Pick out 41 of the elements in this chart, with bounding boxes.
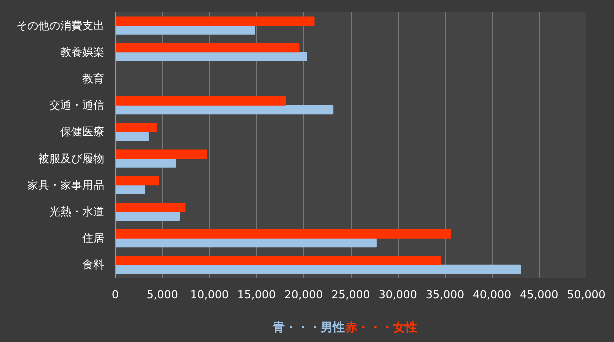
x-tick-label: 35,000 bbox=[426, 288, 464, 302]
bar bbox=[116, 264, 522, 274]
y-tick-label: その他の消費支出 bbox=[16, 19, 104, 32]
bar bbox=[116, 256, 441, 266]
bar bbox=[116, 230, 452, 239]
y-tick-label: 食料 bbox=[82, 258, 104, 272]
bar bbox=[116, 52, 308, 62]
y-tick-label: 教育 bbox=[82, 72, 104, 86]
bar bbox=[116, 43, 300, 53]
y-tick-label: 交通・通信 bbox=[50, 99, 104, 112]
x-tick-label: 45,000 bbox=[520, 288, 559, 302]
x-tick-label: 40,000 bbox=[473, 288, 512, 302]
bar bbox=[116, 158, 176, 168]
bar bbox=[116, 202, 186, 212]
bar bbox=[116, 105, 334, 115]
x-tick-label: 30,000 bbox=[378, 288, 418, 302]
bar bbox=[116, 150, 208, 160]
bar bbox=[116, 123, 158, 132]
x-tick-label: 10,000 bbox=[190, 288, 229, 302]
x-tick-label: 5,000 bbox=[146, 288, 178, 302]
bar bbox=[116, 16, 315, 26]
y-tick-label: 被服及び履物 bbox=[38, 152, 104, 166]
bar bbox=[116, 176, 160, 186]
x-tick-label: 25,000 bbox=[332, 288, 370, 302]
x-tick-label: 0 bbox=[112, 288, 119, 302]
x-tick-label: 50,000 bbox=[567, 288, 606, 302]
bar bbox=[116, 238, 377, 248]
bar bbox=[116, 96, 286, 106]
x-tick-label: 15,000 bbox=[238, 288, 276, 302]
y-tick-label: 教養娯楽 bbox=[60, 46, 104, 59]
text: 赤・・・女性 bbox=[344, 320, 418, 334]
bar bbox=[116, 185, 146, 194]
y-tick-label: 家具・家事用品 bbox=[28, 178, 104, 192]
text: 青・・・男性 bbox=[272, 320, 345, 334]
bar bbox=[116, 132, 149, 142]
y-tick-label: 住居 bbox=[82, 232, 104, 246]
bar bbox=[116, 212, 180, 222]
y-tick-label: 光熱・水道 bbox=[50, 206, 104, 218]
bar bbox=[116, 26, 256, 35]
x-tick-label: 20,000 bbox=[284, 288, 324, 302]
y-tick-label: 保健医療 bbox=[60, 126, 104, 139]
